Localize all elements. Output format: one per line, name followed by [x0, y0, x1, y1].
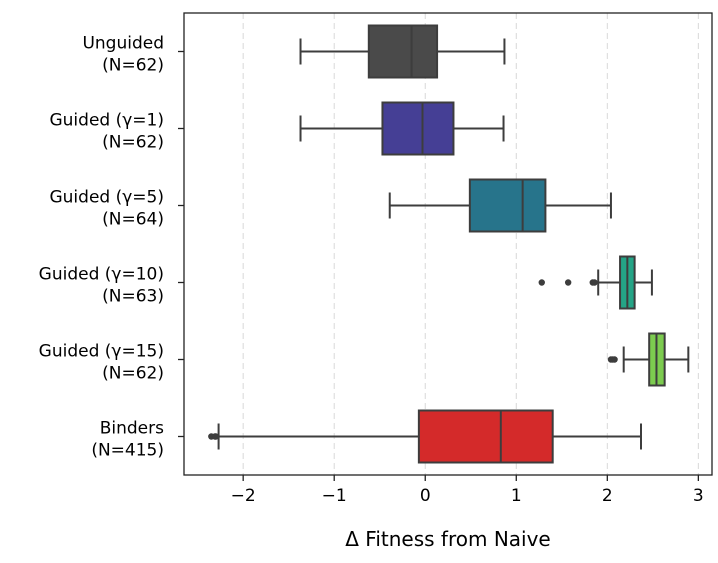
- iqr-box: [417, 409, 554, 464]
- category-label-name: Binders: [100, 419, 164, 439]
- x-tick-label: 2: [602, 486, 613, 506]
- box-group: [208, 409, 642, 464]
- box-group: [388, 178, 612, 233]
- boxes: [208, 24, 690, 464]
- iqr-box: [468, 178, 547, 233]
- outlier-point: [538, 279, 545, 286]
- category-label-name: Guided (γ=1): [49, 111, 164, 131]
- outlier-point: [212, 433, 220, 440]
- iqr-box: [381, 101, 455, 156]
- outlier-point: [564, 279, 572, 286]
- category-label-count: (N=62): [102, 56, 164, 76]
- x-tick-label: 1: [511, 486, 522, 506]
- category-label-name: Guided (γ=10): [39, 265, 164, 285]
- category-label-name: Guided (γ=15): [39, 342, 164, 362]
- x-axis-title: Δ Fitness from Naive: [345, 527, 550, 551]
- grid-lines: [242, 13, 699, 475]
- x-tick-label: −1: [322, 486, 347, 506]
- outlier-point: [611, 356, 618, 363]
- category-label-count: (N=63): [102, 287, 164, 307]
- box-group: [607, 332, 690, 387]
- box-group: [299, 101, 505, 156]
- outlier-point: [591, 279, 598, 286]
- box-group: [299, 24, 506, 79]
- category-label-name: Guided (γ=5): [49, 188, 164, 208]
- plot-frame: [183, 12, 713, 476]
- category-label-count: (N=62): [102, 133, 164, 153]
- x-tick-label: 3: [693, 486, 704, 506]
- x-axis-ticks: −2 −1 0 1 2 3: [231, 475, 704, 506]
- category-label-count: (N=64): [102, 210, 164, 230]
- y-axis-ticks: Unguided(N=62)Guided (γ=1)(N=62)Guided (…: [39, 34, 184, 461]
- iqr-box: [367, 24, 439, 79]
- category-label-name: Unguided: [82, 34, 164, 54]
- box-group: [538, 255, 653, 310]
- category-label-count: (N=62): [102, 364, 164, 384]
- category-label-count: (N=415): [91, 441, 164, 461]
- x-tick-label: −2: [231, 486, 256, 506]
- x-tick-label: 0: [420, 486, 431, 506]
